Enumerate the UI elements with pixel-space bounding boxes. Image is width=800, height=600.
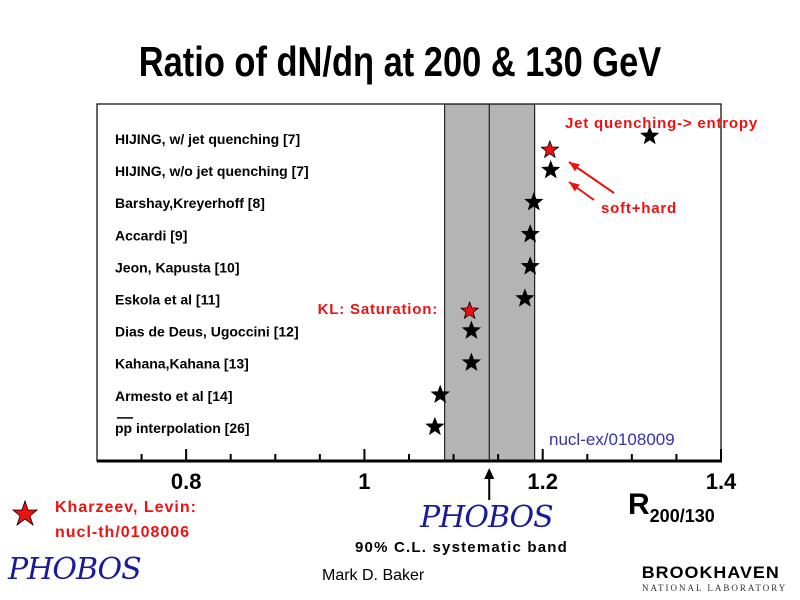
model-label: Barshay,Kreyerhoff [8] [115,195,265,211]
x-tick-label: 1 [358,469,370,494]
kl-star-saturation [460,300,480,320]
annotation-kl-saturation: KL: Saturation: [318,301,438,318]
x-axis-label: R200/130 [628,488,715,527]
model-star [515,288,535,307]
model-star [520,224,540,243]
x-tick-label: 0.8 [171,469,202,494]
reference-label: nucl-ex/0108009 [549,430,675,449]
author-name: Mark D. Baker [322,567,425,584]
model-star [640,125,660,145]
brookhaven-logo-subtitle: NATIONAL LABORATORY [642,583,788,593]
model-label: Kahana,Kahana [13] [115,356,249,372]
annotation-soft-hard: soft+hard [601,200,677,217]
model-label: HIJING, w/o jet quenching [7] [115,163,309,179]
model-star [461,320,482,339]
slide-title: Ratio of dN/dη at 200 & 130 GeV [138,38,662,85]
x-tick-label: 1.2 [527,469,558,494]
model-label: Dias de Deus, Ugoccini [12] [115,324,299,340]
model-label: Armesto et al [14] [115,388,232,404]
model-star [461,352,482,371]
model-star [520,256,540,275]
annotation-jet-quenching: Jet quenching-> entropy [565,115,758,132]
model-label: pp interpolation [26] [115,420,250,436]
model-label: Jeon, Kapusta [10] [115,259,239,275]
model-label: HIJING, w/ jet quenching [7] [115,131,300,147]
x-axis-label-sub: 200/130 [649,506,715,526]
kl-star-soft-hard [540,139,560,159]
model-star [425,416,445,436]
band-pointer-arrow-head [484,468,495,479]
model-star [524,192,544,211]
model-star [430,384,450,404]
plot-frame [96,103,722,462]
arrow-to-kl-star-head [569,162,580,172]
band-caption: 90% C.L. systematic band [355,539,569,556]
x-axis-label-main: R [628,488,650,521]
kl-legend-label: Kharzeev, Levin: [55,499,197,516]
phobos-logo: PHOBOS [8,552,142,587]
model-label: Eskola et al [11] [115,292,220,308]
phobos-logo-center: PHOBOS [420,500,554,535]
model-label: Accardi [9] [115,227,187,243]
kl-legend-reference: nucl-th/0108006 [55,524,191,541]
brookhaven-logo: BROOKHAVEN [641,563,780,582]
model-star [541,159,561,179]
arrow-to-hijing-star-head [569,182,580,192]
x-tick-label: 1.4 [706,469,737,494]
kl-legend-star-icon [11,499,39,527]
